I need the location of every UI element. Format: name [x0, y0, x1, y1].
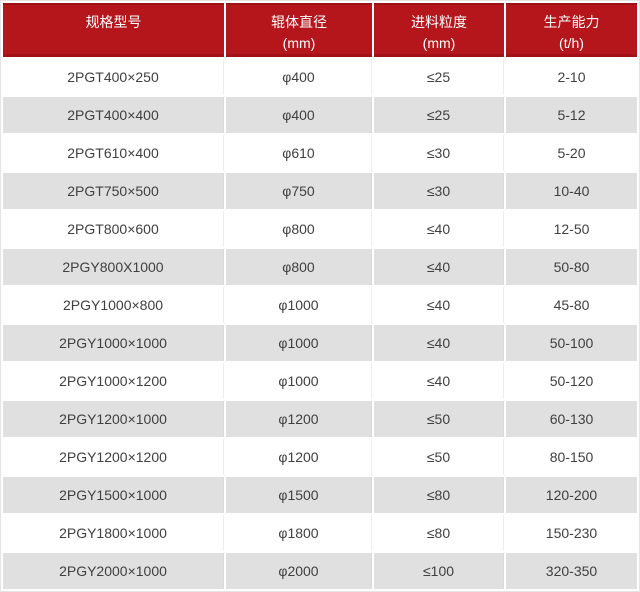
- cell-model: 2PGT400×400: [3, 97, 224, 133]
- cell-capacity: 5-12: [506, 97, 637, 133]
- column-header-capacity: 生产能力 (t/h): [506, 3, 637, 57]
- cell-roller-diameter: φ400: [226, 59, 372, 95]
- cell-capacity: 50-80: [506, 249, 637, 285]
- table-body: 2PGT400×250 φ400 ≤25 2-10 2PGT400×400 φ4…: [3, 59, 637, 589]
- cell-model: 2PGY1000×800: [3, 287, 224, 323]
- cell-feed-size: ≤40: [374, 325, 504, 361]
- table-row: 2PGT610×400 φ610 ≤30 5-20: [3, 135, 637, 171]
- table-row: 2PGY1200×1000 φ1200 ≤50 60-130: [3, 401, 637, 437]
- cell-capacity: 5-20: [506, 135, 637, 171]
- cell-roller-diameter: φ1000: [226, 287, 372, 323]
- table-header-row: 规格型号 辊体直径 (mm) 进料粒度 (mm) 生产能力 (t/h): [3, 3, 637, 57]
- cell-model: 2PGT610×400: [3, 135, 224, 171]
- column-header-roller-diameter: 辊体直径 (mm): [226, 3, 372, 57]
- table-row: 2PGY800X1000 φ800 ≤40 50-80: [3, 249, 637, 285]
- cell-capacity: 12-50: [506, 211, 637, 247]
- cell-feed-size: ≤40: [374, 211, 504, 247]
- cell-model: 2PGY1500×1000: [3, 477, 224, 513]
- cell-model: 2PGY1000×1000: [3, 325, 224, 361]
- cell-model: 2PGT400×250: [3, 59, 224, 95]
- cell-roller-diameter: φ610: [226, 135, 372, 171]
- cell-model: 2PGY2000×1000: [3, 553, 224, 589]
- cell-model: 2PGY1200×1200: [3, 439, 224, 475]
- cell-model: 2PGT800×600: [3, 211, 224, 247]
- table-row: 2PGY1000×1200 φ1000 ≤40 50-120: [3, 363, 637, 399]
- cell-roller-diameter: φ1200: [226, 439, 372, 475]
- cell-feed-size: ≤100: [374, 553, 504, 589]
- table-row: 2PGT750×500 φ750 ≤30 10-40: [3, 173, 637, 209]
- column-header-feed-size-label: 进料粒度: [411, 14, 467, 30]
- cell-feed-size: ≤40: [374, 363, 504, 399]
- cell-model: 2PGY1200×1000: [3, 401, 224, 437]
- cell-feed-size: ≤50: [374, 439, 504, 475]
- table-row: 2PGY2000×1000 φ2000 ≤100 320-350: [3, 553, 637, 589]
- cell-capacity: 50-120: [506, 363, 637, 399]
- table-row: 2PGY1500×1000 φ1500 ≤80 120-200: [3, 477, 637, 513]
- cell-roller-diameter: φ1800: [226, 515, 372, 551]
- table-row: 2PGT400×250 φ400 ≤25 2-10: [3, 59, 637, 95]
- column-header-capacity-unit: (t/h): [559, 35, 584, 51]
- cell-feed-size: ≤80: [374, 477, 504, 513]
- cell-roller-diameter: φ800: [226, 249, 372, 285]
- cell-capacity: 2-10: [506, 59, 637, 95]
- cell-feed-size: ≤40: [374, 287, 504, 323]
- column-header-feed-size: 进料粒度 (mm): [374, 3, 504, 57]
- table-row: 2PGT800×600 φ800 ≤40 12-50: [3, 211, 637, 247]
- cell-feed-size: ≤25: [374, 97, 504, 133]
- column-header-feed-size-unit: (mm): [422, 35, 456, 51]
- cell-capacity: 320-350: [506, 553, 637, 589]
- column-header-roller-diameter-label: 辊体直径: [271, 14, 327, 30]
- cell-model: 2PGY1000×1200: [3, 363, 224, 399]
- cell-feed-size: ≤25: [374, 59, 504, 95]
- cell-roller-diameter: φ1000: [226, 363, 372, 399]
- cell-feed-size: ≤30: [374, 135, 504, 171]
- table-row: 2PGT400×400 φ400 ≤25 5-12: [3, 97, 637, 133]
- cell-feed-size: ≤30: [374, 173, 504, 209]
- table-row: 2PGY1000×800 φ1000 ≤40 45-80: [3, 287, 637, 323]
- table-row: 2PGY1000×1000 φ1000 ≤40 50-100: [3, 325, 637, 361]
- cell-capacity: 150-230: [506, 515, 637, 551]
- column-header-capacity-label: 生产能力: [543, 14, 600, 30]
- table-row: 2PGY1800×1000 φ1800 ≤80 150-230: [3, 515, 637, 551]
- cell-roller-diameter: φ750: [226, 173, 372, 209]
- cell-roller-diameter: φ400: [226, 97, 372, 133]
- cell-model: 2PGY1800×1000: [3, 515, 224, 551]
- cell-capacity: 10-40: [506, 173, 637, 209]
- cell-model: 2PGT750×500: [3, 173, 224, 209]
- cell-capacity: 120-200: [506, 477, 637, 513]
- column-header-model-label: 规格型号: [85, 14, 142, 30]
- cell-capacity: 80-150: [506, 439, 637, 475]
- cell-roller-diameter: φ1200: [226, 401, 372, 437]
- table-row: 2PGY1200×1200 φ1200 ≤50 80-150: [3, 439, 637, 475]
- cell-capacity: 50-100: [506, 325, 637, 361]
- cell-feed-size: ≤80: [374, 515, 504, 551]
- column-header-model-unit: [3, 33, 224, 54]
- column-header-model: 规格型号: [3, 3, 224, 57]
- cell-roller-diameter: φ1500: [226, 477, 372, 513]
- cell-roller-diameter: φ1000: [226, 325, 372, 361]
- cell-capacity: 60-130: [506, 401, 637, 437]
- column-header-roller-diameter-unit: (mm): [282, 35, 316, 51]
- cell-capacity: 45-80: [506, 287, 637, 323]
- cell-model: 2PGY800X1000: [3, 249, 224, 285]
- cell-feed-size: ≤50: [374, 401, 504, 437]
- cell-roller-diameter: φ2000: [226, 553, 372, 589]
- cell-feed-size: ≤40: [374, 249, 504, 285]
- cell-roller-diameter: φ800: [226, 211, 372, 247]
